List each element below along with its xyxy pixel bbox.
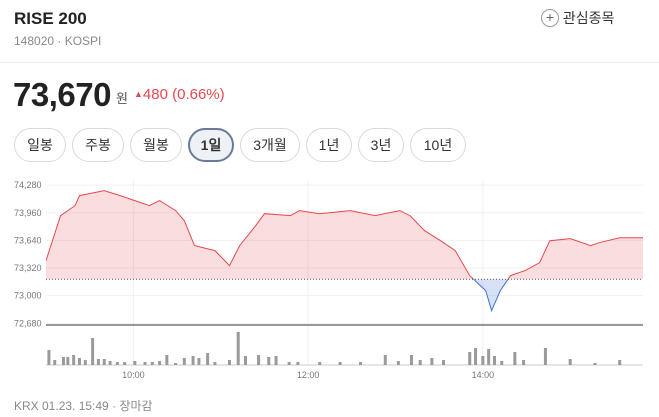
period-tab[interactable]: 10년 [410,128,466,162]
period-tab[interactable]: 1일 [188,128,234,162]
volume-bar [174,363,178,365]
volume-bar [492,356,496,365]
title: RISE 200 [14,9,87,28]
volume-bar [96,359,100,365]
volume-bar [257,355,261,365]
footer: KRX 01.23. 15:49 · 장마감 [14,399,153,413]
y-tick-label: 73,320 [14,263,42,273]
volume-bar [53,360,57,365]
x-tick-label: 10:00 [122,370,145,380]
volume-bar [474,348,478,365]
volume-bar [287,362,291,365]
volume-bar [568,359,572,365]
volume-bar [182,358,186,365]
volume-bar [418,360,422,365]
code: 148020 · KOSPI [14,34,102,48]
y-tick-label: 73,960 [14,208,42,218]
volume-bar [165,355,169,365]
y-tick-label: 73,000 [14,291,42,301]
volume-bar [396,361,400,365]
volume-bar [72,355,76,365]
watch-label: 관심종목 [562,10,615,26]
x-tick-label: 12:00 [297,370,320,380]
period-tab[interactable]: 1년 [306,128,352,162]
change: ▲480 (0.66%) [134,86,225,103]
volume-bar [318,362,322,365]
area-down [46,279,643,311]
volume-bar [150,362,154,365]
up-arrow: ▲ [134,89,143,99]
volume-bar [500,361,504,365]
volume-bar [47,350,51,365]
divider [0,62,659,63]
volume-bar [618,360,622,365]
y-tick-label: 74,280 [14,180,42,190]
change-text: 480 (0.66%) [142,86,225,103]
volume-bar [430,358,434,365]
period-tab[interactable]: 3개월 [240,128,300,162]
volume-bar [513,352,517,365]
volume-bar [191,356,195,365]
volume-bar [213,362,217,365]
volume-bar [296,362,300,365]
volume-bar [91,338,95,365]
volume-bar [243,356,247,365]
volume-bar [77,358,81,365]
volume-bar [115,362,119,365]
volume-bar [593,363,597,365]
volume-bar [442,360,446,365]
volume-bar [481,356,485,365]
volume-bar [158,361,162,365]
price-unit: 원 [116,91,128,106]
volume-bar [66,357,70,365]
volume-bar [359,362,363,365]
plus-icon: + [541,9,559,27]
volume-bar [108,361,112,365]
period-tab[interactable]: 일봉 [14,128,66,162]
volume-bar [338,362,342,365]
volume-bar [236,332,240,365]
volume-bar [522,360,526,365]
volume-bar [61,357,65,365]
x-tick-label: 14:00 [472,370,495,380]
period-tab[interactable]: 월봉 [130,128,182,162]
watch-button[interactable]: + 관심종목 [541,8,614,28]
volume-bar [383,355,387,365]
volume-bar [468,352,472,365]
volume-bar [267,357,271,365]
y-tick-label: 72,680 [14,318,42,328]
volume-bar [543,348,547,365]
volume-bar [143,362,147,365]
area-up [46,190,643,280]
volume-bar [102,359,106,365]
volume-bar [409,355,413,365]
price: 73,670 [13,76,111,113]
volume-bar [133,361,137,365]
volume-bar [227,360,231,365]
volume-bar [197,358,201,365]
volume-bar [123,362,127,365]
period-tab[interactable]: 3년 [358,128,404,162]
period-tab[interactable]: 주봉 [72,128,124,162]
y-tick-label: 73,640 [14,235,42,245]
volume-bar [83,360,87,365]
price-line [46,190,643,280]
volume-bar [487,349,491,365]
volume-bar [206,353,210,365]
volume-bar [274,356,278,365]
